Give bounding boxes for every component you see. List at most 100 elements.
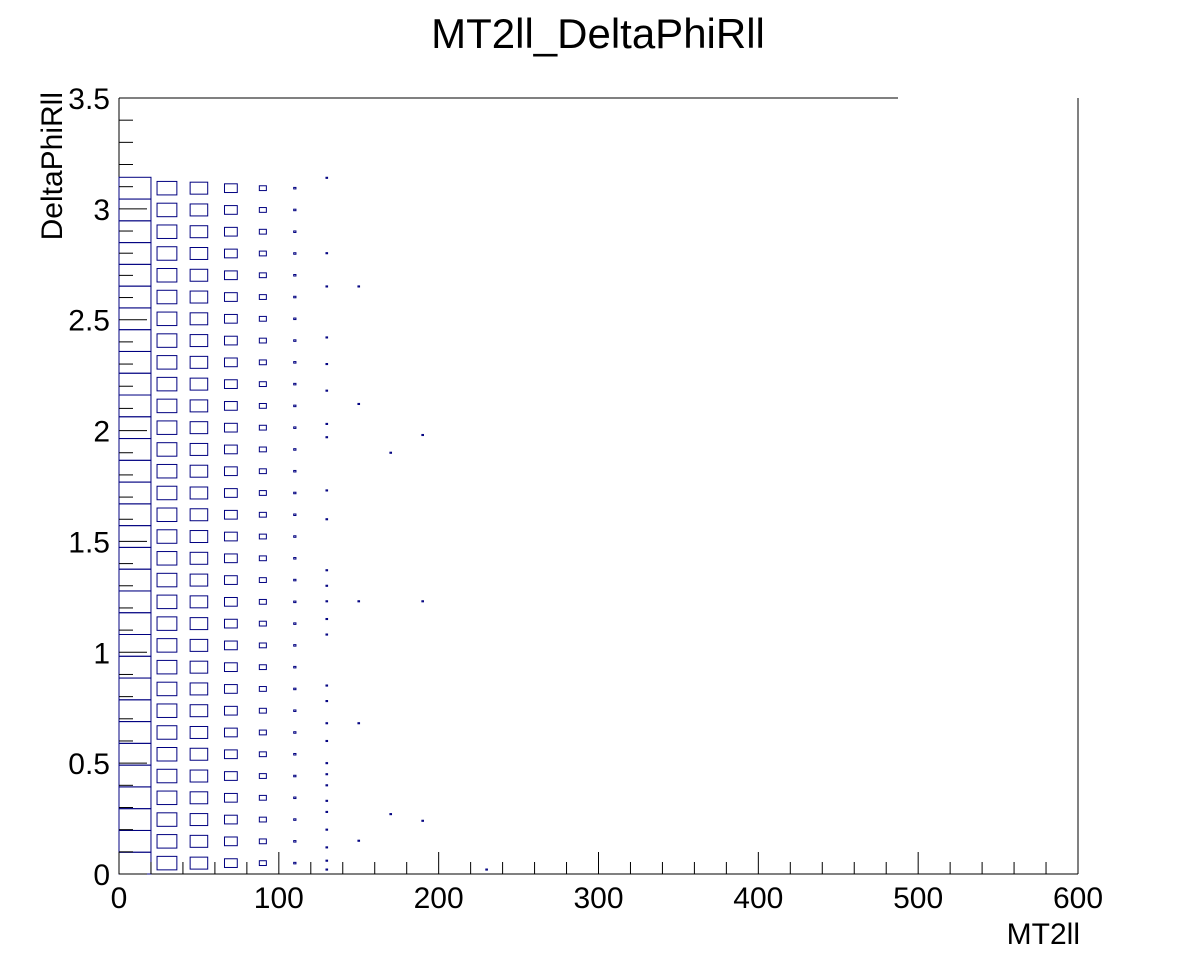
histogram-box xyxy=(118,481,152,505)
histogram-box xyxy=(293,252,297,255)
histogram-box xyxy=(118,459,152,483)
histogram-box xyxy=(189,791,209,805)
histogram-box xyxy=(156,180,178,196)
histogram-box xyxy=(293,317,297,321)
histogram-box xyxy=(118,372,152,396)
histogram-box xyxy=(258,816,267,823)
histogram-box xyxy=(189,268,209,282)
histogram-box xyxy=(118,394,152,418)
histogram-box xyxy=(325,252,329,255)
histogram-box xyxy=(189,813,209,827)
histogram-box xyxy=(258,620,267,627)
histogram-box xyxy=(258,511,267,518)
histogram-box xyxy=(258,751,267,758)
x-tick-label: 500 xyxy=(893,882,943,915)
histogram-box xyxy=(156,246,178,261)
histogram-box xyxy=(293,339,297,342)
histogram-box xyxy=(156,638,178,653)
histogram-box xyxy=(325,176,329,179)
histogram-box xyxy=(156,616,178,631)
histogram-box xyxy=(325,762,329,765)
histogram-box xyxy=(357,839,361,842)
histogram-box xyxy=(118,329,152,352)
histogram-box xyxy=(293,426,297,429)
histogram-box xyxy=(258,403,267,409)
histogram-box xyxy=(223,379,238,389)
histogram-box xyxy=(156,311,178,327)
histogram-box xyxy=(223,226,238,237)
histogram-box xyxy=(258,860,267,867)
histogram-box xyxy=(118,829,152,853)
histogram-box xyxy=(156,659,178,675)
y-tick-label: 0 xyxy=(93,859,110,892)
histogram-box xyxy=(189,334,209,348)
histogram-box xyxy=(293,578,297,582)
x-tick-label: 100 xyxy=(254,882,304,915)
histogram-box xyxy=(223,618,238,629)
histogram-box xyxy=(293,644,297,647)
histogram-box xyxy=(189,377,209,391)
histogram-box xyxy=(293,774,297,778)
histogram-box xyxy=(293,731,297,734)
histogram-box xyxy=(258,359,267,366)
histogram-box xyxy=(156,703,178,718)
histogram-box xyxy=(189,704,209,718)
histogram-box xyxy=(293,818,297,821)
histogram-box xyxy=(156,681,178,697)
histogram-box xyxy=(223,749,238,760)
histogram-box xyxy=(389,813,393,816)
histogram-box xyxy=(258,250,267,257)
histogram-box xyxy=(223,771,238,781)
histogram-box xyxy=(156,333,178,348)
histogram-box xyxy=(258,315,267,322)
histogram-box xyxy=(223,444,238,455)
histogram-box xyxy=(118,220,152,244)
histogram-box xyxy=(258,337,267,344)
histogram-box xyxy=(258,294,267,300)
histogram-box xyxy=(189,225,209,239)
histogram-box xyxy=(223,270,238,281)
histogram-box xyxy=(258,729,267,736)
histogram-box xyxy=(258,468,267,475)
histogram-box xyxy=(189,856,209,870)
histogram-box xyxy=(189,442,209,456)
histogram-box xyxy=(156,398,178,414)
histogram-box xyxy=(189,464,209,478)
y-tick-label: 1 xyxy=(93,637,110,670)
histogram-box xyxy=(189,747,209,761)
histogram-box xyxy=(156,855,178,871)
histogram-box xyxy=(258,446,267,453)
histogram-box xyxy=(118,525,152,548)
histogram-box xyxy=(156,572,178,588)
histogram-box xyxy=(258,598,267,605)
histogram-box xyxy=(223,792,238,803)
histogram-box xyxy=(293,295,297,299)
histogram-box xyxy=(258,555,267,562)
histogram-box xyxy=(189,595,209,609)
histogram-box xyxy=(293,861,297,865)
histogram-box xyxy=(258,533,267,540)
histogram-box xyxy=(325,810,329,813)
histogram-box xyxy=(293,208,297,212)
histogram-box xyxy=(189,290,209,304)
histogram-box xyxy=(156,551,178,566)
histogram-box xyxy=(118,350,152,374)
histogram-box xyxy=(118,198,152,222)
histogram-box xyxy=(223,335,238,346)
histogram-box xyxy=(485,868,488,871)
histogram-box xyxy=(258,228,267,235)
histogram-box xyxy=(258,577,267,583)
histogram-box xyxy=(223,292,238,302)
histogram-box xyxy=(325,389,329,392)
histogram-box xyxy=(118,742,152,766)
histogram-box xyxy=(325,600,329,603)
histogram-box xyxy=(293,622,297,625)
histogram-box xyxy=(189,573,209,587)
histogram-box xyxy=(258,794,267,801)
histogram-box xyxy=(223,248,238,259)
histogram-box xyxy=(325,363,329,366)
y-axis-title: DeltaPhiRll xyxy=(36,92,69,240)
histogram-box xyxy=(189,551,209,565)
histogram-box xyxy=(189,399,209,413)
histogram-box xyxy=(189,617,209,631)
